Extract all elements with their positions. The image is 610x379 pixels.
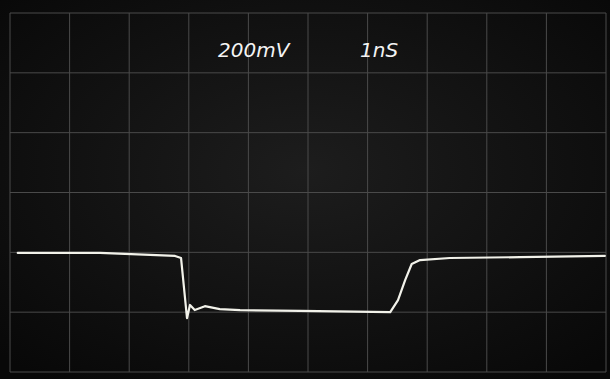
- grid-line-y: [10, 372, 606, 373]
- trace: [18, 253, 605, 318]
- scope-screen: 200mV 1nS: [0, 0, 610, 379]
- scale-label: 200mV: [218, 38, 291, 62]
- grid-line-y: [10, 72, 606, 73]
- grid-line-y: [10, 132, 606, 133]
- grid: [10, 13, 606, 372]
- background: [0, 0, 610, 379]
- scale-label: 1nS: [360, 38, 398, 62]
- grid-line-y: [10, 13, 606, 14]
- plot-area: [18, 253, 605, 318]
- grid-line-y: [10, 192, 606, 193]
